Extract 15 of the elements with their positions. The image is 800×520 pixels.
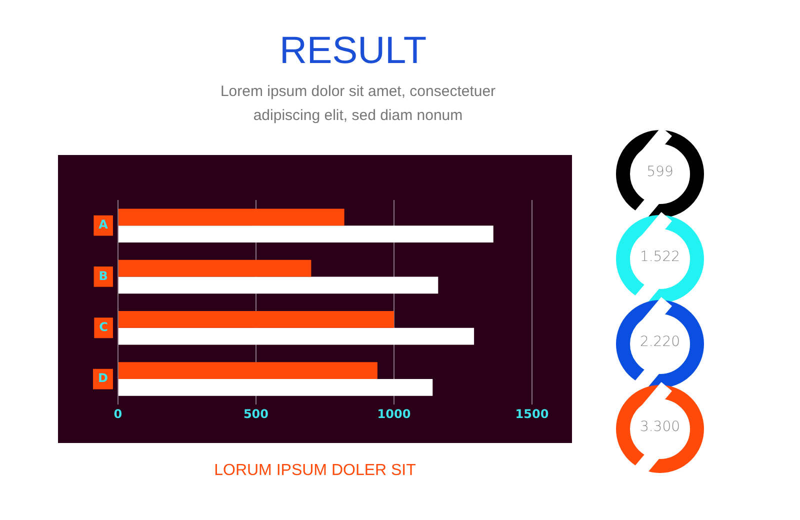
x-tick-label: 1000 (377, 406, 411, 421)
x-tick-label: 1500 (515, 406, 549, 421)
y-tick-label: C (99, 320, 108, 334)
text: 599 (646, 164, 674, 180)
text: 1.522 (638, 249, 682, 265)
x-tick-label: 500 (243, 406, 269, 421)
y-tick-label: D (98, 371, 108, 386)
text: 2.220 (638, 334, 682, 350)
chart-title: RESULT (278, 30, 428, 73)
text: 3.300 (638, 419, 682, 435)
y-tick-label: B (98, 268, 108, 283)
y-tick-label: A (98, 218, 109, 232)
x-tick-label: 0 (114, 406, 122, 421)
x-axis-title: LORUM IPSUM DOLER SIT (213, 462, 417, 480)
chart-subtitle: Lorem ipsum dolor sit amet, consectetuer adipiscing elit, sed diam nonum (219, 82, 497, 126)
